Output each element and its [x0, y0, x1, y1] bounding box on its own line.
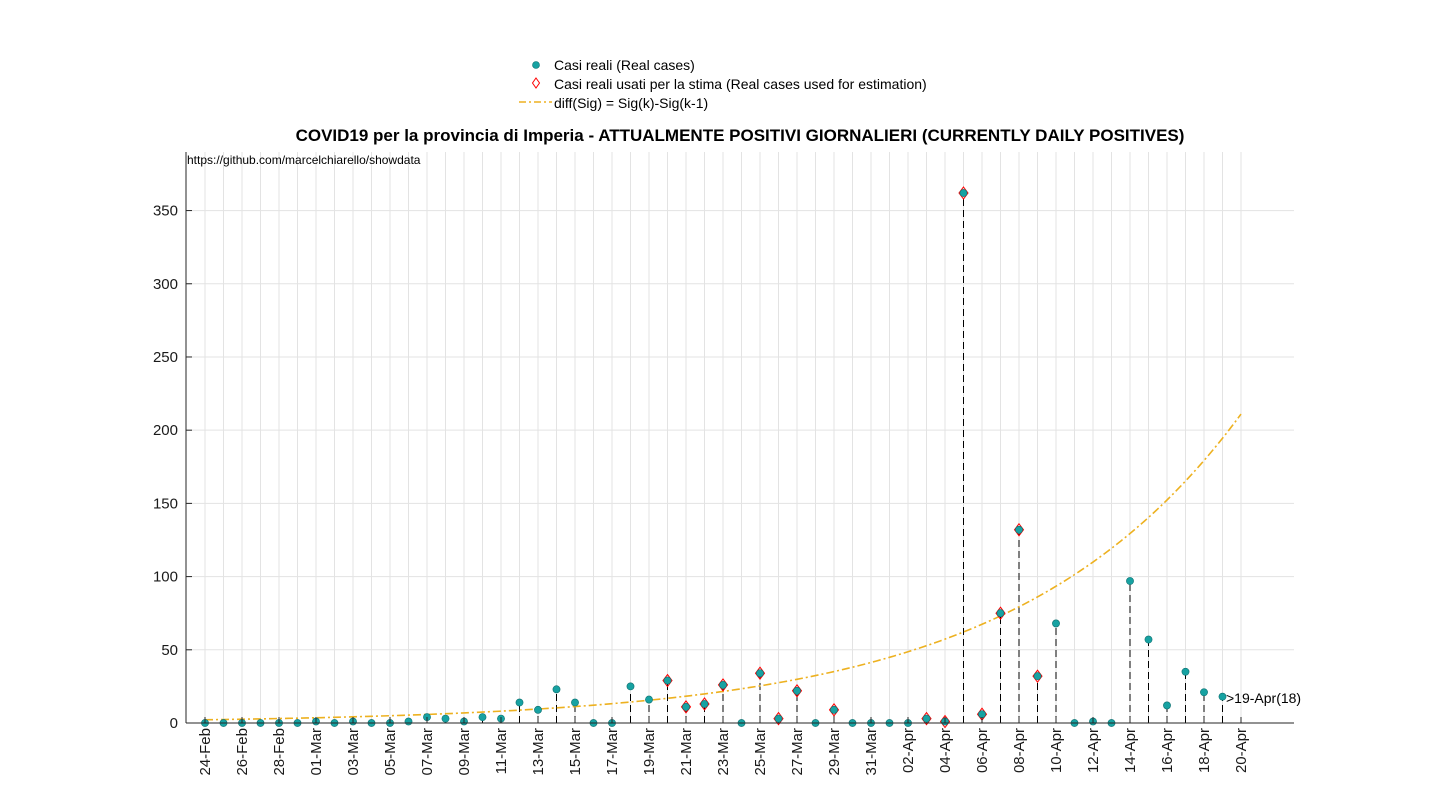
x-tick-label: 02-Apr	[900, 728, 917, 773]
x-tick-label: 04-Apr	[937, 728, 954, 773]
real-case-point	[996, 609, 1005, 618]
real-case-point	[571, 698, 579, 707]
y-tick-label: 300	[153, 276, 178, 293]
y-tick-label: 200	[153, 422, 178, 439]
real-case-point	[830, 705, 838, 714]
real-case-point	[774, 714, 783, 723]
real-case-point	[663, 676, 672, 685]
x-tick-label: 08-Apr	[1011, 728, 1028, 773]
real-case-point	[1163, 701, 1171, 710]
chart-title: COVID19 per la provincia di Imperia - AT…	[296, 126, 1185, 145]
last-point-annotation: >19-Apr(18)	[1226, 690, 1301, 706]
x-tick-label: 10-Apr	[1048, 728, 1065, 773]
y-tick-label: 150	[153, 495, 178, 512]
real-case-point	[515, 698, 524, 707]
x-tick-label: 05-Mar	[382, 728, 399, 776]
real-case-point	[1218, 692, 1227, 701]
x-tick-label: 20-Apr	[1233, 728, 1250, 773]
x-tick-label: 11-Mar	[493, 728, 510, 774]
real-case-point	[1126, 577, 1134, 585]
x-tick-label: 23-Mar	[715, 728, 732, 776]
legend-label-estimation-cases: Casi reali usati per la stima (Real case…	[554, 76, 927, 92]
real-case-point	[404, 717, 413, 726]
x-tick-label: 09-Mar	[456, 728, 473, 776]
real-case-point	[793, 686, 801, 695]
x-tick-label: 28-Feb	[271, 728, 288, 776]
y-tick-label: 50	[161, 642, 178, 659]
real-case-point	[552, 685, 561, 694]
y-tick-label: 350	[153, 203, 178, 220]
x-tick-label: 24-Feb	[197, 728, 214, 776]
real-case-point	[1200, 688, 1208, 697]
axes	[185, 152, 1294, 724]
real-case-point	[1181, 667, 1190, 676]
stems	[315, 192, 1223, 723]
real-case-point	[478, 713, 487, 722]
x-tick-label: 26-Feb	[234, 728, 251, 776]
legend-marker-real-cases	[532, 61, 540, 69]
x-tick-label: 25-Mar	[752, 728, 769, 776]
real-case-point	[719, 681, 727, 689]
x-tick-label: 17-Mar	[604, 728, 621, 776]
x-tick-label: 06-Apr	[974, 728, 991, 773]
legend-label-real-cases: Casi reali (Real cases)	[554, 57, 695, 73]
real-case-point	[1052, 619, 1060, 628]
real-case-point	[1033, 672, 1042, 681]
x-tick-label: 31-Mar	[863, 728, 880, 776]
ticks: 0 50 100 150 200 250 300 350 24-Feb 26-Feb 28-Feb 0…	[153, 203, 1250, 776]
real-case-point	[959, 189, 968, 197]
real-case-point	[756, 669, 764, 678]
x-tick-label: 12-Apr	[1085, 728, 1102, 773]
real-case-point	[978, 710, 986, 719]
y-tick-label: 0	[170, 715, 178, 732]
real-case-point	[682, 702, 690, 711]
y-tick-label: 100	[153, 569, 178, 586]
x-tick-label: 01-Mar	[308, 728, 325, 776]
legend-marker-estimation-cases	[531, 77, 541, 89]
real-case-point	[626, 682, 635, 691]
real-case-point	[534, 705, 542, 714]
real-case-point	[441, 714, 450, 723]
x-tick-label: 18-Apr	[1196, 728, 1213, 773]
real-case-point	[1144, 635, 1153, 644]
x-tick-label: 15-Mar	[567, 728, 584, 776]
real-case-point	[922, 714, 931, 723]
real-case-point	[700, 700, 709, 708]
real-case-point	[1015, 525, 1023, 534]
x-tick-label: 14-Apr	[1122, 728, 1139, 773]
real-case-point	[645, 695, 653, 704]
grid	[186, 152, 1294, 724]
legend: Casi reali (Real cases) Casi reali usati…	[519, 57, 927, 111]
x-tick-label: 27-Mar	[789, 728, 806, 776]
x-tick-label: 13-Mar	[530, 728, 547, 776]
x-tick-label: 07-Mar	[419, 728, 436, 776]
x-tick-label: 21-Mar	[678, 728, 695, 776]
x-tick-label: 19-Mar	[641, 728, 658, 776]
legend-label-diff-sig: diff(Sig) = Sig(k)-Sig(k-1)	[554, 95, 708, 111]
source-note: https://github.com/marcelchiarello/showd…	[187, 153, 421, 167]
y-tick-label: 250	[153, 349, 178, 366]
x-tick-label: 29-Mar	[826, 728, 843, 776]
x-tick-label: 03-Mar	[345, 728, 362, 776]
x-tick-label: 16-Apr	[1159, 728, 1176, 773]
